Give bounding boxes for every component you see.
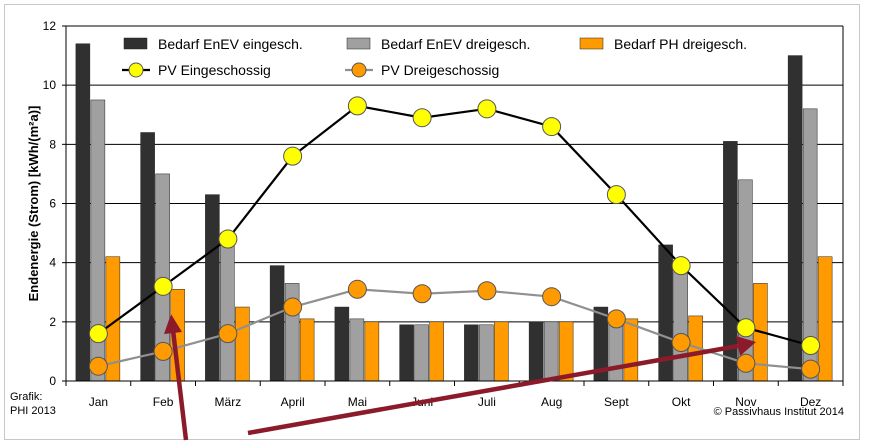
data-point bbox=[606, 309, 626, 329]
legend-swatch bbox=[346, 37, 371, 50]
data-point bbox=[283, 297, 303, 317]
annotation-arrow-head bbox=[736, 336, 756, 356]
bar bbox=[543, 321, 559, 382]
data-point bbox=[153, 276, 173, 296]
x-tick-label: Jan bbox=[89, 395, 108, 409]
bar bbox=[269, 265, 285, 382]
legend-marker bbox=[128, 62, 144, 78]
data-point bbox=[412, 284, 432, 304]
y-tick-label: 10 bbox=[43, 78, 57, 92]
data-point bbox=[801, 359, 821, 379]
bar bbox=[429, 321, 444, 382]
bar bbox=[817, 256, 833, 382]
bar bbox=[479, 324, 494, 382]
y-tick-label: 12 bbox=[43, 19, 57, 33]
legend-label: Bedarf EnEV dreigesch. bbox=[381, 36, 530, 52]
annotation-arrow-head bbox=[164, 314, 182, 334]
bar bbox=[399, 324, 414, 382]
copyright-notice: © Passivhaus Institut 2014 bbox=[713, 406, 844, 418]
legend-swatch bbox=[579, 37, 604, 50]
y-tick-label: 2 bbox=[49, 315, 56, 329]
bar bbox=[494, 321, 509, 382]
x-tick-label: Sept bbox=[604, 395, 629, 409]
graphic-credit-label: Grafik: bbox=[10, 391, 43, 403]
data-point bbox=[412, 108, 432, 128]
bar bbox=[558, 321, 574, 382]
bar bbox=[205, 194, 220, 382]
y-tick-label: 0 bbox=[49, 374, 56, 388]
graphic-credit: Grafik: PHI 2013 bbox=[10, 390, 56, 418]
axes: 024681012JanFebMärzAprilMaiJuniJuliAugSe… bbox=[26, 19, 844, 409]
x-tick-label: Dez bbox=[800, 395, 821, 409]
legend-label: Bedarf PH dreigesch. bbox=[614, 36, 747, 52]
graphic-credit-source: PHI 2013 bbox=[10, 405, 56, 417]
data-point bbox=[736, 353, 756, 373]
x-tick-label: April bbox=[281, 395, 305, 409]
bar bbox=[464, 324, 479, 382]
bar bbox=[220, 232, 235, 382]
bar bbox=[349, 318, 365, 382]
bar bbox=[608, 321, 624, 382]
data-point bbox=[218, 324, 238, 344]
annotation-arrow bbox=[247, 343, 739, 436]
legend: Bedarf EnEV eingesch. Bedarf EnEV dreiges… bbox=[122, 36, 747, 78]
data-point bbox=[347, 279, 367, 299]
data-point bbox=[88, 324, 108, 344]
data-point bbox=[671, 256, 691, 276]
legend-label: PV Eingeschossig bbox=[158, 62, 271, 78]
bar bbox=[673, 271, 688, 382]
x-tick-label: Okt bbox=[672, 395, 691, 409]
y-tick-label: 4 bbox=[49, 256, 56, 270]
bar bbox=[299, 318, 315, 382]
data-point bbox=[606, 185, 626, 205]
bar bbox=[140, 132, 155, 382]
y-axis-title: Endenergie (Strom) [kWh/(m²a)] bbox=[26, 106, 41, 302]
bar bbox=[235, 306, 250, 382]
pv-lines bbox=[88, 96, 821, 379]
series-line bbox=[97, 104, 811, 347]
data-point bbox=[542, 287, 562, 307]
bar bbox=[787, 55, 803, 382]
data-point bbox=[218, 229, 238, 249]
data-point bbox=[801, 336, 821, 355]
bar bbox=[623, 318, 639, 382]
x-tick-label: Juli bbox=[478, 395, 496, 409]
data-point bbox=[477, 99, 497, 119]
x-tick-label: Nov bbox=[735, 395, 756, 409]
data-point bbox=[671, 333, 691, 353]
series-line bbox=[98, 288, 811, 371]
bar bbox=[528, 321, 544, 382]
annotation-arrow bbox=[170, 329, 189, 441]
bar bbox=[414, 324, 429, 382]
legend-marker bbox=[351, 62, 367, 78]
bars bbox=[75, 43, 833, 382]
data-point bbox=[153, 341, 173, 361]
data-point bbox=[347, 96, 367, 116]
data-point bbox=[283, 146, 303, 166]
bar bbox=[334, 306, 350, 382]
legend-label: Bedarf EnEV eingesch. bbox=[158, 36, 303, 52]
y-tick-label: 6 bbox=[49, 197, 56, 211]
x-tick-label: Aug bbox=[541, 395, 562, 409]
x-tick-label: März bbox=[215, 395, 242, 409]
y-tick-label: 8 bbox=[49, 137, 56, 151]
x-tick-label: Feb bbox=[153, 395, 174, 409]
data-point bbox=[477, 281, 497, 301]
data-point bbox=[736, 318, 756, 338]
data-point bbox=[542, 117, 562, 137]
bar bbox=[364, 321, 380, 382]
x-tick-label: Mai bbox=[348, 395, 367, 409]
bar bbox=[75, 43, 91, 382]
data-point bbox=[88, 356, 108, 376]
legend-label: PV Dreigeschossig bbox=[381, 62, 499, 78]
annotation-arrows bbox=[164, 314, 756, 441]
legend-swatch bbox=[123, 37, 148, 50]
